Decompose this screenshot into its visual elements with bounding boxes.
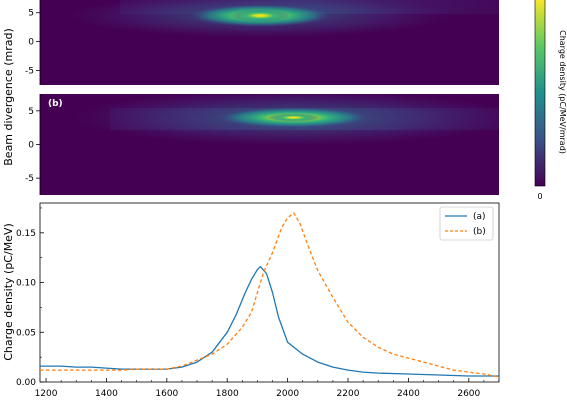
legend-label-b: (b) [473,227,486,237]
legend-label-a: (a) [473,212,486,222]
heatmap-ytick-label: 0 [28,38,34,48]
line-ytick-label: 0.15 [16,229,36,239]
line-ylabel: Charge density (pC/MeV) [2,223,15,361]
line-xtick-label: 2600 [457,389,480,399]
heatmap-ytick-label: 5 [28,9,34,19]
heatmap-ylabel: Beam divergence (mrad) [2,28,15,166]
line-xtick-label: 2000 [276,389,299,399]
heatmap-ytick-label: -5 [25,67,34,77]
heatmap-ytick-label: 0 [28,141,34,151]
line-xtick-label: 1800 [216,389,239,399]
line-xtick-label: 1400 [95,389,118,399]
heatmap-ytick-label: -5 [25,174,34,184]
line-ytick-label: 0.05 [16,328,36,338]
line-ytick-label: 0.10 [16,279,36,289]
colorbar-label: Charge density (pC/MeV/mrad) [558,30,567,154]
line-xtick-label: 1600 [155,389,178,399]
heatmap-peak [230,9,291,22]
line-xtick-label: 2400 [397,389,420,399]
line-panel: 1200 1400 1600 1800 2000 2200 2400 2600 0.00 0.05… [2,202,500,399]
line-xtick-label: 1200 [35,389,58,399]
colorbar: Charge density (pC/MeV/mrad) 0 [534,0,567,201]
line-ytick-label: 0.00 [16,378,36,388]
heatmap-panel-a: 5 0 -5 [25,0,499,85]
colorbar-min-label: 0 [537,192,542,201]
heatmap-panel-b: 5 0 -5 (b) [25,94,499,195]
line-panel-frame [39,202,500,383]
heatmap-peak [267,113,320,122]
heatmap-ytick-label: 5 [28,107,34,117]
heatmap-b-panel-label: (b) [48,99,63,109]
series-line-a [40,265,499,377]
legend-box [439,206,494,241]
legend: (a) (b) [439,206,494,241]
colorbar-gradient [534,0,546,187]
line-xtick-label: 2200 [337,389,360,399]
